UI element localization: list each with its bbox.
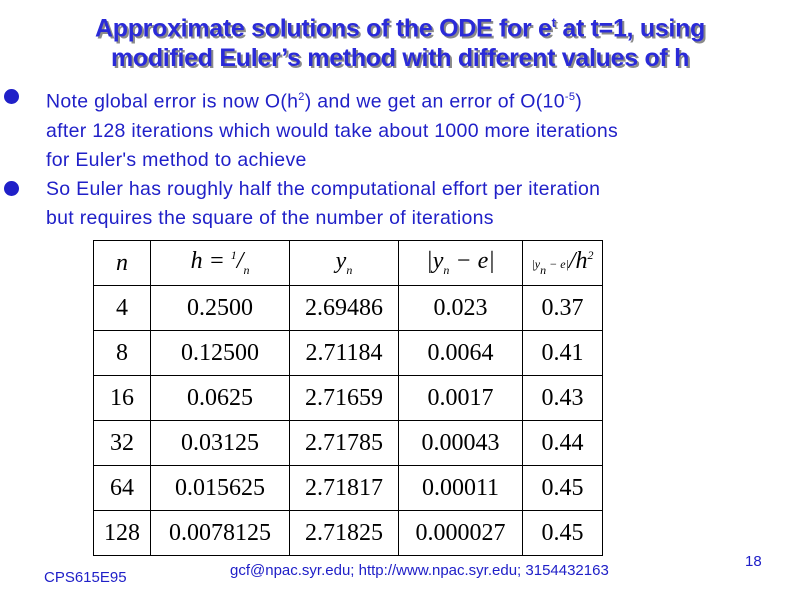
text: ) [575, 90, 583, 113]
text: /h [568, 248, 588, 275]
table-row: 128 0.0078125 2.71825 0.000027 0.45 [93, 510, 603, 556]
title-sup: t [551, 15, 556, 30]
table-body: 4 0.2500 2.69486 0.023 0.37 8 0.12500 2.71184 0.… [93, 285, 603, 556]
sup: 2 [298, 91, 305, 103]
table-cell: 0.2500 [150, 285, 290, 331]
table-cell: 0.45 [522, 465, 603, 511]
table-cell: 64 [93, 465, 151, 511]
header-cell: h = 1/n [150, 240, 290, 286]
sub: n [346, 262, 353, 277]
sub: n [243, 262, 250, 277]
text: after 128 iterations which would take ab… [46, 119, 619, 142]
text: h = [190, 248, 225, 275]
sub: n [443, 262, 450, 277]
sup: 1 [230, 248, 237, 263]
table-cell: 0.43 [522, 375, 603, 421]
course: CPS615E95 [44, 569, 127, 586]
table-cell: 0.0078125 [150, 510, 290, 556]
page-number: 18 [745, 553, 762, 570]
text: y [335, 248, 347, 275]
title-text: Approximate solutions of the ODE for e [94, 14, 552, 43]
table-row: 32 0.03125 2.71785 0.00043 0.44 [93, 420, 603, 466]
sub: n [540, 262, 547, 277]
table-cell: 0.45 [522, 510, 603, 556]
table-cell: 32 [93, 420, 151, 466]
bullet-dot [4, 89, 19, 104]
contact: gcf@npac.syr.edu; http://www.npac.syr.ed… [230, 562, 609, 579]
text: − e| [546, 257, 569, 272]
table-row: 16 0.0625 2.71659 0.0017 0.43 [93, 375, 603, 421]
table-cell: 16 [93, 375, 151, 421]
table-cell: 0.00043 [398, 420, 523, 466]
sup: -5 [564, 91, 576, 103]
title-text: modified Euler’s method with different v… [110, 44, 690, 73]
table-cell: 0.41 [522, 330, 603, 376]
header-row: n h = 1/n yn |yn − e| |yn − e|/h2 [93, 240, 603, 286]
table-cell: 0.03125 [150, 420, 290, 466]
table-cell: 2.71817 [289, 465, 399, 511]
text: |y [531, 257, 541, 272]
text: for Euler's method to achieve [46, 148, 307, 171]
table-cell: 0.37 [522, 285, 603, 331]
header-cell: n [93, 240, 151, 286]
table-cell: 0.0017 [398, 375, 523, 421]
table-cell: 0.12500 [150, 330, 290, 376]
table-cell: 0.0625 [150, 375, 290, 421]
table-row: 8 0.12500 2.71184 0.0064 0.41 [93, 330, 603, 376]
text: n [116, 249, 128, 276]
table-cell: 2.71184 [289, 330, 399, 376]
table-cell: 2.69486 [289, 285, 399, 331]
table-cell: 2.71825 [289, 510, 399, 556]
table-cell: 2.71659 [289, 375, 399, 421]
table-cell: 128 [93, 510, 151, 556]
table-cell: 8 [93, 330, 151, 376]
bullet-text: Note global error is now O(h2) and we ge… [46, 83, 618, 175]
bullet-text: So Euler has roughly half the computatio… [46, 175, 600, 233]
text: ) and we get an error of O(10 [304, 90, 565, 113]
header-cell: yn [289, 240, 399, 286]
table-cell: 0.015625 [150, 465, 290, 511]
table-row: 4 0.2500 2.69486 0.023 0.37 [93, 285, 603, 331]
table-cell: 0.00011 [398, 465, 523, 511]
table-cell: 4 [93, 285, 151, 331]
table-cell: 2.71785 [289, 420, 399, 466]
text: |y [426, 248, 444, 275]
title-text: at t=1, using [555, 14, 706, 43]
header-cell: |yn − e|/h2 [522, 240, 603, 286]
bullet-dot [4, 181, 19, 196]
text: So Euler has roughly half the computatio… [46, 178, 601, 200]
table: n h = 1/n yn |yn − e| |yn − e|/h2 4 0.250… [93, 240, 603, 556]
table-cell: 0.44 [522, 420, 603, 466]
sup: 2 [587, 248, 594, 263]
table-cell: 0.000027 [398, 510, 523, 556]
table-row: 64 0.015625 2.71817 0.00011 0.45 [93, 465, 603, 511]
text: but requires the square of the number of… [46, 207, 494, 229]
table-cell: 0.023 [398, 285, 523, 331]
title: Approximate solutions of the ODE for et … [0, 8, 800, 73]
header-cell: |yn − e| [398, 240, 523, 286]
text: Note global error is now O(h [46, 90, 299, 113]
text: − e| [449, 248, 495, 275]
table-cell: 0.0064 [398, 330, 523, 376]
